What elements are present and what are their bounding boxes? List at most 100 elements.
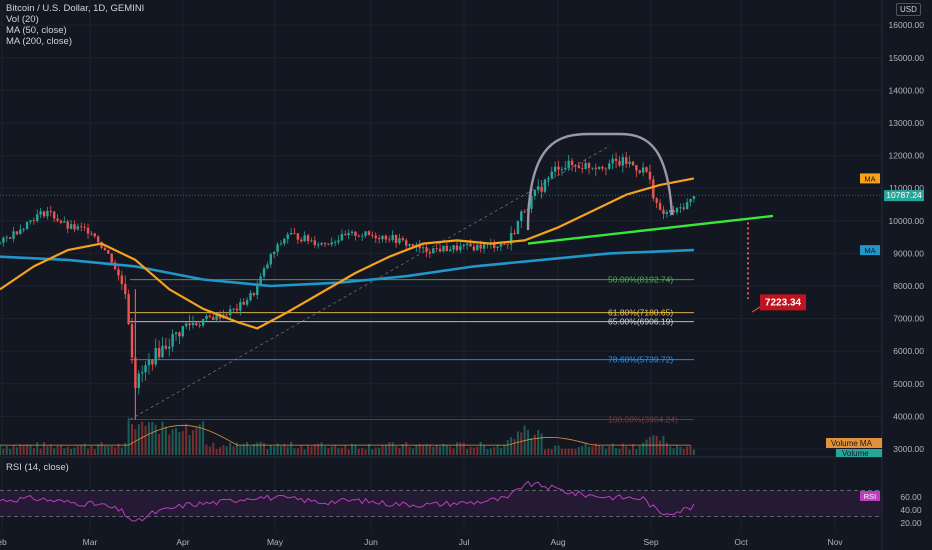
volume-bar [354,445,357,455]
rsi-legend[interactable]: RSI (14, close) [6,462,69,473]
candle-body [509,233,513,245]
volume-bar [669,446,672,455]
volume-bar [598,444,601,455]
candle-body [201,318,205,326]
currency-badge[interactable]: USD [896,3,921,16]
volume-bar [489,448,492,455]
candle-body [147,359,151,366]
candle-body [567,160,570,168]
candle-body [347,232,350,236]
candle-body [0,242,2,244]
candle-body [279,243,283,245]
candle-body [107,250,110,254]
rsi-line [0,480,695,522]
volume-bar [469,446,472,455]
candle-body [154,347,157,365]
x-tick-label: Mar [83,537,98,547]
candle-body [608,163,611,169]
volume-bar [26,444,29,455]
candle-body [56,218,59,221]
candle-body [405,240,408,246]
volume-bar [39,448,42,455]
candle-body [272,251,276,255]
candle-body [692,196,696,199]
volume-bar [418,444,421,455]
y-tick-label: 3000.00 [893,444,924,454]
candle-body [672,210,675,213]
volume-bar [303,449,306,455]
volume-bar [483,444,486,455]
candle-body [49,210,52,212]
candle-body [205,315,208,319]
candle-body [689,198,692,203]
volume-bar [615,447,618,455]
rsi-axis-tag-label: RSI [864,492,877,501]
last-price-tag [884,190,924,202]
indicator-ma200[interactable]: MA (200, close) [6,36,72,47]
candle-body [137,373,140,388]
volume-bar [263,443,266,455]
candle-body [124,284,127,295]
candle-body [2,237,5,243]
ma-axis-tag-label: MA [864,246,875,255]
y-tick-label: 8000.00 [893,281,924,291]
volume-bar [334,445,337,455]
candle-body [239,302,242,311]
candle-body [256,284,259,296]
candle-body [435,248,438,250]
indicator-ma50[interactable]: MA (50, close) [6,25,67,36]
candle-body [381,235,384,240]
candle-body [516,221,520,234]
symbol-title[interactable]: Bitcoin / U.S. Dollar, 1D, GEMINI [6,3,145,14]
candle-body [266,264,269,269]
volume-bar [351,443,354,455]
volume-bar [608,446,611,455]
volume-bar [486,449,489,455]
volume-bar [181,431,184,455]
candle-body [120,275,124,285]
candle-body [432,248,435,254]
x-tick-label: Apr [176,537,189,547]
volume-bar [378,447,381,455]
candle-body [306,235,310,242]
candle-body [262,268,266,277]
candle-body [188,323,191,326]
y-tick-label: 6000.00 [893,346,924,356]
candle-body [591,167,594,169]
candle-body [371,234,374,236]
volume-bar [249,446,252,455]
volume-bar [124,442,127,455]
candle-body [496,246,499,248]
candle-body [530,195,533,209]
candle-body [367,231,371,235]
candle-body [594,167,597,169]
candle-body [174,332,178,335]
volume-bar [340,447,343,455]
volume-bar [175,427,178,455]
candle-body [662,209,665,214]
volume-bar [337,448,340,455]
volume-bar [361,447,364,455]
candle-body [25,221,29,229]
rounding-top-arc [526,132,674,231]
volume-bar [154,424,157,455]
volume-bar [611,443,614,455]
volume-bar [432,446,435,455]
volume-bar [9,448,12,455]
indicator-volume[interactable]: Vol (20) [6,14,39,25]
candle-body [96,236,100,243]
volume-bar [530,437,533,455]
candle-body [513,233,516,234]
candle-body [597,167,601,169]
candle-body [12,231,15,239]
volume-bar [242,444,245,455]
volume-ma-tag [826,438,882,448]
volume-bar [229,442,232,455]
volume-bar [692,449,695,455]
volume-bar [527,429,530,455]
candle-body [438,248,442,252]
candle-body [39,211,42,215]
volume-bar [648,437,651,455]
x-tick-label: Nov [827,537,843,547]
